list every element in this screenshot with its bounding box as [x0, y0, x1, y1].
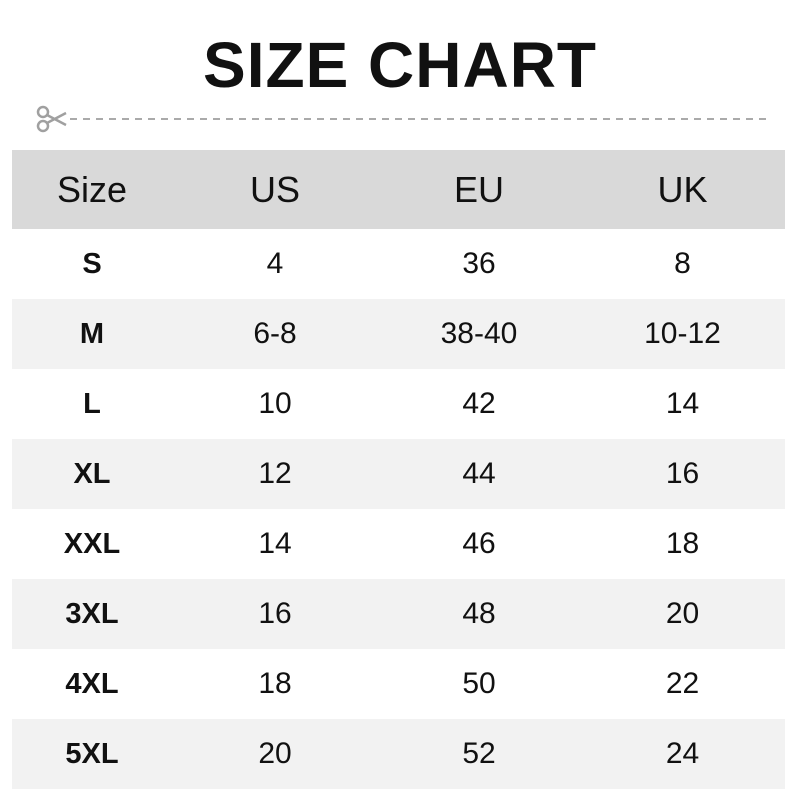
cell-size: M [79, 317, 105, 350]
header-eu: EU [453, 168, 504, 210]
table-row: XXL 14 46 18 [12, 509, 785, 579]
cell-eu: 48 [462, 597, 496, 630]
cell-eu: 52 [462, 737, 496, 770]
cell-eu: 50 [462, 667, 496, 700]
cell-us: 18 [258, 667, 292, 700]
table-header-row: Size US EU UK [12, 150, 785, 229]
cut-line [36, 105, 767, 133]
table-row: 4XL 18 50 22 [12, 649, 785, 719]
cell-size: 5XL [65, 737, 119, 770]
cell-size: L [83, 387, 101, 420]
cell-us: 6-8 [253, 317, 297, 350]
cell-us: 14 [258, 527, 292, 560]
cell-uk: 14 [665, 387, 700, 420]
table-row: 3XL 16 48 20 [12, 579, 785, 649]
table-row: 5XL 20 52 24 [12, 719, 785, 789]
table-row: L 10 42 14 [12, 369, 785, 439]
cell-eu: 42 [462, 387, 496, 420]
cell-us: 20 [258, 737, 292, 770]
table-row: XL 12 44 16 [12, 439, 785, 509]
size-table: Size US EU UK S 4 36 8 M 6-8 38-40 10-12 L 10 42 14… [12, 150, 785, 789]
cell-size: XL [73, 457, 111, 490]
cell-size: XXL [63, 527, 121, 560]
table-row: M 6-8 38-40 10-12 [12, 299, 785, 369]
cell-us: 10 [258, 387, 292, 420]
cell-size: S [82, 247, 102, 280]
cell-eu: 46 [462, 527, 496, 560]
scissors-icon [36, 105, 67, 133]
cell-size: 4XL [65, 667, 119, 700]
cell-uk: 10-12 [644, 317, 721, 350]
cell-uk: 8 [674, 247, 691, 280]
cell-uk: 24 [665, 737, 700, 770]
header-us: US [249, 168, 300, 210]
header-uk: UK [657, 168, 708, 210]
cell-eu: 38-40 [440, 317, 518, 350]
cell-uk: 16 [665, 457, 700, 490]
cell-eu: 44 [462, 457, 496, 490]
cell-uk: 20 [665, 597, 700, 630]
cell-us: 16 [258, 597, 292, 630]
cell-uk: 22 [665, 667, 700, 700]
cell-uk: 18 [665, 527, 700, 560]
table-row: S 4 36 8 [12, 229, 785, 299]
header-size: Size [56, 168, 128, 210]
page-title: SIZE CHART [203, 29, 597, 101]
cell-us: 4 [266, 247, 284, 280]
cell-size: 3XL [65, 597, 119, 630]
cell-eu: 36 [462, 247, 496, 280]
cell-us: 12 [258, 457, 292, 490]
